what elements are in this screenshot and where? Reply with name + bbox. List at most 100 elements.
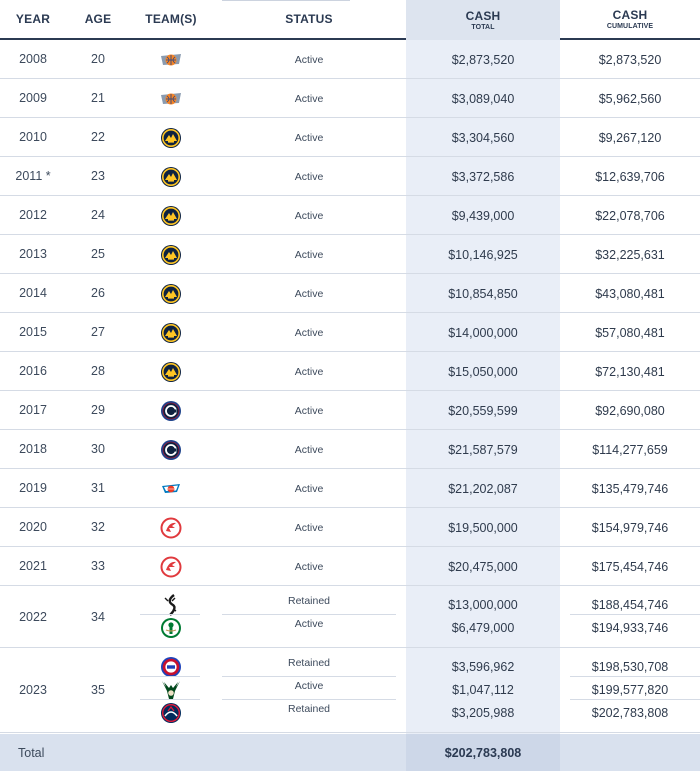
table-row: 2014 26 Active $10,854,850 $43,080,481: [0, 274, 700, 313]
age-cell: 25: [91, 247, 105, 261]
cash-total-column-bg: [406, 40, 560, 734]
cash-cumulative-cell: $199,577,820: [591, 683, 669, 697]
year-cell: 2017: [19, 403, 47, 417]
table-row: 2013 25 Active $10,146,925 $32,225,631: [0, 235, 700, 274]
knicks-logo-icon[interactable]: [160, 49, 182, 71]
cash-cumulative-cell: $198,530,708: [591, 660, 669, 674]
year-cell: 2023: [19, 683, 47, 697]
year-cell: 2018: [19, 442, 47, 456]
status-cell: Active: [294, 209, 324, 222]
nuggets-logo-icon[interactable]: [160, 361, 182, 383]
cash-cumulative-cell: $32,225,631: [595, 247, 665, 262]
sub-row-divider: [222, 676, 396, 677]
pistons-logo-icon[interactable]: [160, 656, 182, 678]
nuggets-logo-icon[interactable]: [160, 244, 182, 266]
age-cell: 35: [91, 683, 105, 697]
cash-total-cell: $14,000,000: [448, 325, 518, 340]
cash-cumulative-cell: $202,783,808: [591, 706, 669, 720]
header-cash-total[interactable]: CASH TOTAL: [406, 0, 560, 40]
clippers-logo-icon[interactable]: [160, 400, 182, 422]
year-cell: 2022: [19, 609, 47, 624]
header-teams[interactable]: TEAM(S): [130, 0, 212, 38]
cash-total-cell: $3,205,988: [451, 706, 515, 720]
hawks-logo-icon[interactable]: [160, 556, 182, 578]
nuggets-logo-icon[interactable]: [160, 205, 182, 227]
sub-row-divider: [222, 699, 396, 700]
bucks-logo-icon[interactable]: [160, 679, 182, 701]
cash-total-cell: $13,000,000: [448, 598, 518, 612]
header-year-label: YEAR: [15, 12, 51, 26]
header-status-label: STATUS: [285, 12, 333, 26]
header-year[interactable]: YEAR: [0, 0, 66, 38]
age-cell: 27: [91, 325, 105, 339]
table-row: 2012 24 Active $9,439,000 $22,078,706: [0, 196, 700, 235]
nuggets-logo-icon[interactable]: [160, 166, 182, 188]
cash-cumulative-cell: $12,639,706: [595, 169, 665, 184]
status-cell: Active: [294, 170, 324, 183]
header-cash-total-sublabel: TOTAL: [471, 24, 495, 31]
cash-total-cell: $20,559,599: [448, 403, 518, 418]
age-cell: 34: [91, 609, 105, 624]
age-cell: 22: [91, 130, 105, 144]
age-cell: 31: [91, 481, 105, 495]
table-row: 2016 28 Active $15,050,000 $72,130,481: [0, 352, 700, 391]
table-row: 2018 30 Active $21,587,579 $114,277,659: [0, 430, 700, 469]
thunder-logo-icon[interactable]: [160, 478, 182, 500]
cash-cumulative-cell: $92,690,080: [595, 403, 665, 418]
cash-total-cell: $21,202,087: [448, 481, 518, 496]
cash-cumulative-cell: $5,962,560: [598, 91, 662, 106]
age-cell: 32: [91, 520, 105, 534]
table-body: 2008 20 Active $2,873,520 $2,873,520 2009 21 Ac…: [0, 40, 700, 733]
header-age[interactable]: AGE: [66, 0, 130, 38]
sub-row-divider: [570, 676, 700, 677]
knicks-logo-icon[interactable]: [160, 88, 182, 110]
wizards-logo-icon[interactable]: [160, 702, 182, 724]
table-row: 2021 33 Active $20,475,000 $175,454,746: [0, 547, 700, 586]
age-cell: 23: [91, 169, 105, 183]
age-cell: 26: [91, 286, 105, 300]
status-cell: Retained: [287, 595, 331, 607]
year-cell: 2009: [19, 91, 47, 105]
nuggets-logo-icon[interactable]: [160, 322, 182, 344]
year-cell: 2019: [19, 481, 47, 495]
cash-total-cell: $9,439,000: [451, 208, 515, 223]
age-cell: 33: [91, 559, 105, 573]
clippers-logo-icon[interactable]: [160, 439, 182, 461]
table-row: 2023 35 Retained $3,596,962 $198,530,708 Acti…: [0, 648, 700, 733]
cash-total-cell: $21,587,579: [448, 442, 518, 457]
sub-row-divider: [570, 614, 700, 615]
header-status[interactable]: STATUS: [222, 0, 396, 38]
table-row: 2019 31 Active $21,202,087 $135,479,746: [0, 469, 700, 508]
cash-cumulative-cell: $2,873,520: [598, 52, 662, 67]
cash-total-cell: $19,500,000: [448, 520, 518, 535]
age-cell: 21: [91, 91, 105, 105]
table-row: 2022 34 Retained $13,000,000 $188,454,746 Act…: [0, 586, 700, 648]
status-cell: Active: [294, 248, 324, 261]
status-cell: Active: [294, 560, 324, 573]
table-row: 2020 32 Active $19,500,000 $154,979,746: [0, 508, 700, 547]
status-cell: Active: [294, 131, 324, 144]
status-cell: Active: [294, 521, 324, 534]
celtics-logo-icon[interactable]: [160, 617, 182, 639]
age-cell: 29: [91, 403, 105, 417]
table-row: 2017 29 Active $20,559,599 $92,690,080: [0, 391, 700, 430]
cash-cumulative-cell: $194,933,746: [591, 621, 669, 635]
table-row: 2015 27 Active $14,000,000 $57,080,481: [0, 313, 700, 352]
table-header: YEAR AGE TEAM(S) STATUS CASH TOTAL CASH …: [0, 0, 700, 40]
cash-cumulative-cell: $188,454,746: [591, 598, 669, 612]
status-cell: Active: [294, 53, 324, 66]
nuggets-logo-icon[interactable]: [160, 127, 182, 149]
spurs-logo-icon[interactable]: [160, 594, 182, 616]
year-cell: 2016: [19, 364, 47, 378]
table-footer: Total $202,783,808: [0, 734, 700, 771]
year-cell: 2010: [19, 130, 47, 144]
header-cash-cumulative-label: CASH: [612, 8, 648, 22]
hawks-logo-icon[interactable]: [160, 517, 182, 539]
status-cell: Active: [294, 443, 324, 456]
cash-total-cell: $20,475,000: [448, 559, 518, 574]
sub-row-divider: [140, 676, 200, 677]
header-divider: [222, 0, 350, 1]
header-cash-cumulative[interactable]: CASH CUMULATIVE: [560, 0, 700, 38]
nuggets-logo-icon[interactable]: [160, 283, 182, 305]
